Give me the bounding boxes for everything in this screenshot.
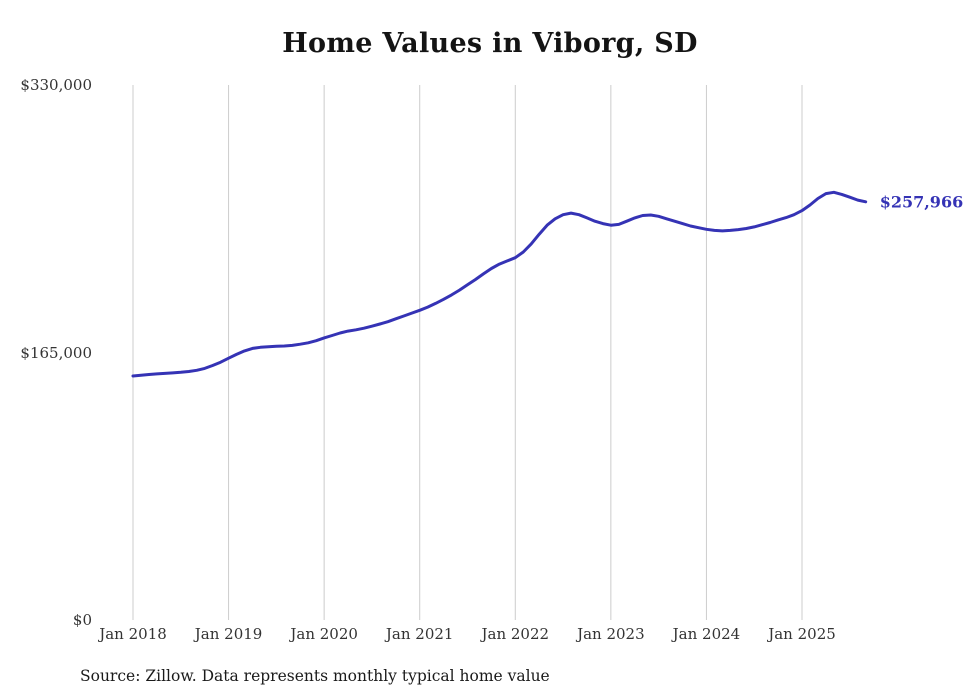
x-axis-tick-label: Jan 2022	[481, 625, 550, 643]
x-axis-tick-label: Jan 2018	[99, 625, 167, 643]
chart-title: Home Values in Viborg, SD	[282, 28, 698, 59]
x-axis-tick-label: Jan 2021	[385, 625, 454, 643]
source-note: Source: Zillow. Data represents monthly …	[80, 667, 550, 685]
x-axis-tick-label: Jan 2019	[194, 625, 263, 643]
current-value-label: $257,966	[879, 192, 964, 212]
x-axis-tick-label: Jan 2020	[290, 625, 358, 643]
y-axis-tick-label: $165,000	[20, 343, 92, 362]
home-value-line	[131, 190, 868, 378]
x-axis-tick-label: Jan 2024	[672, 625, 741, 643]
y-axis-tick-label: $0	[72, 611, 92, 629]
x-axis-tick-label: Jan 2023	[577, 625, 645, 643]
x-axis-tick-label: Jan 2025	[768, 625, 836, 643]
y-axis-tick-label: $330,000	[20, 76, 92, 94]
